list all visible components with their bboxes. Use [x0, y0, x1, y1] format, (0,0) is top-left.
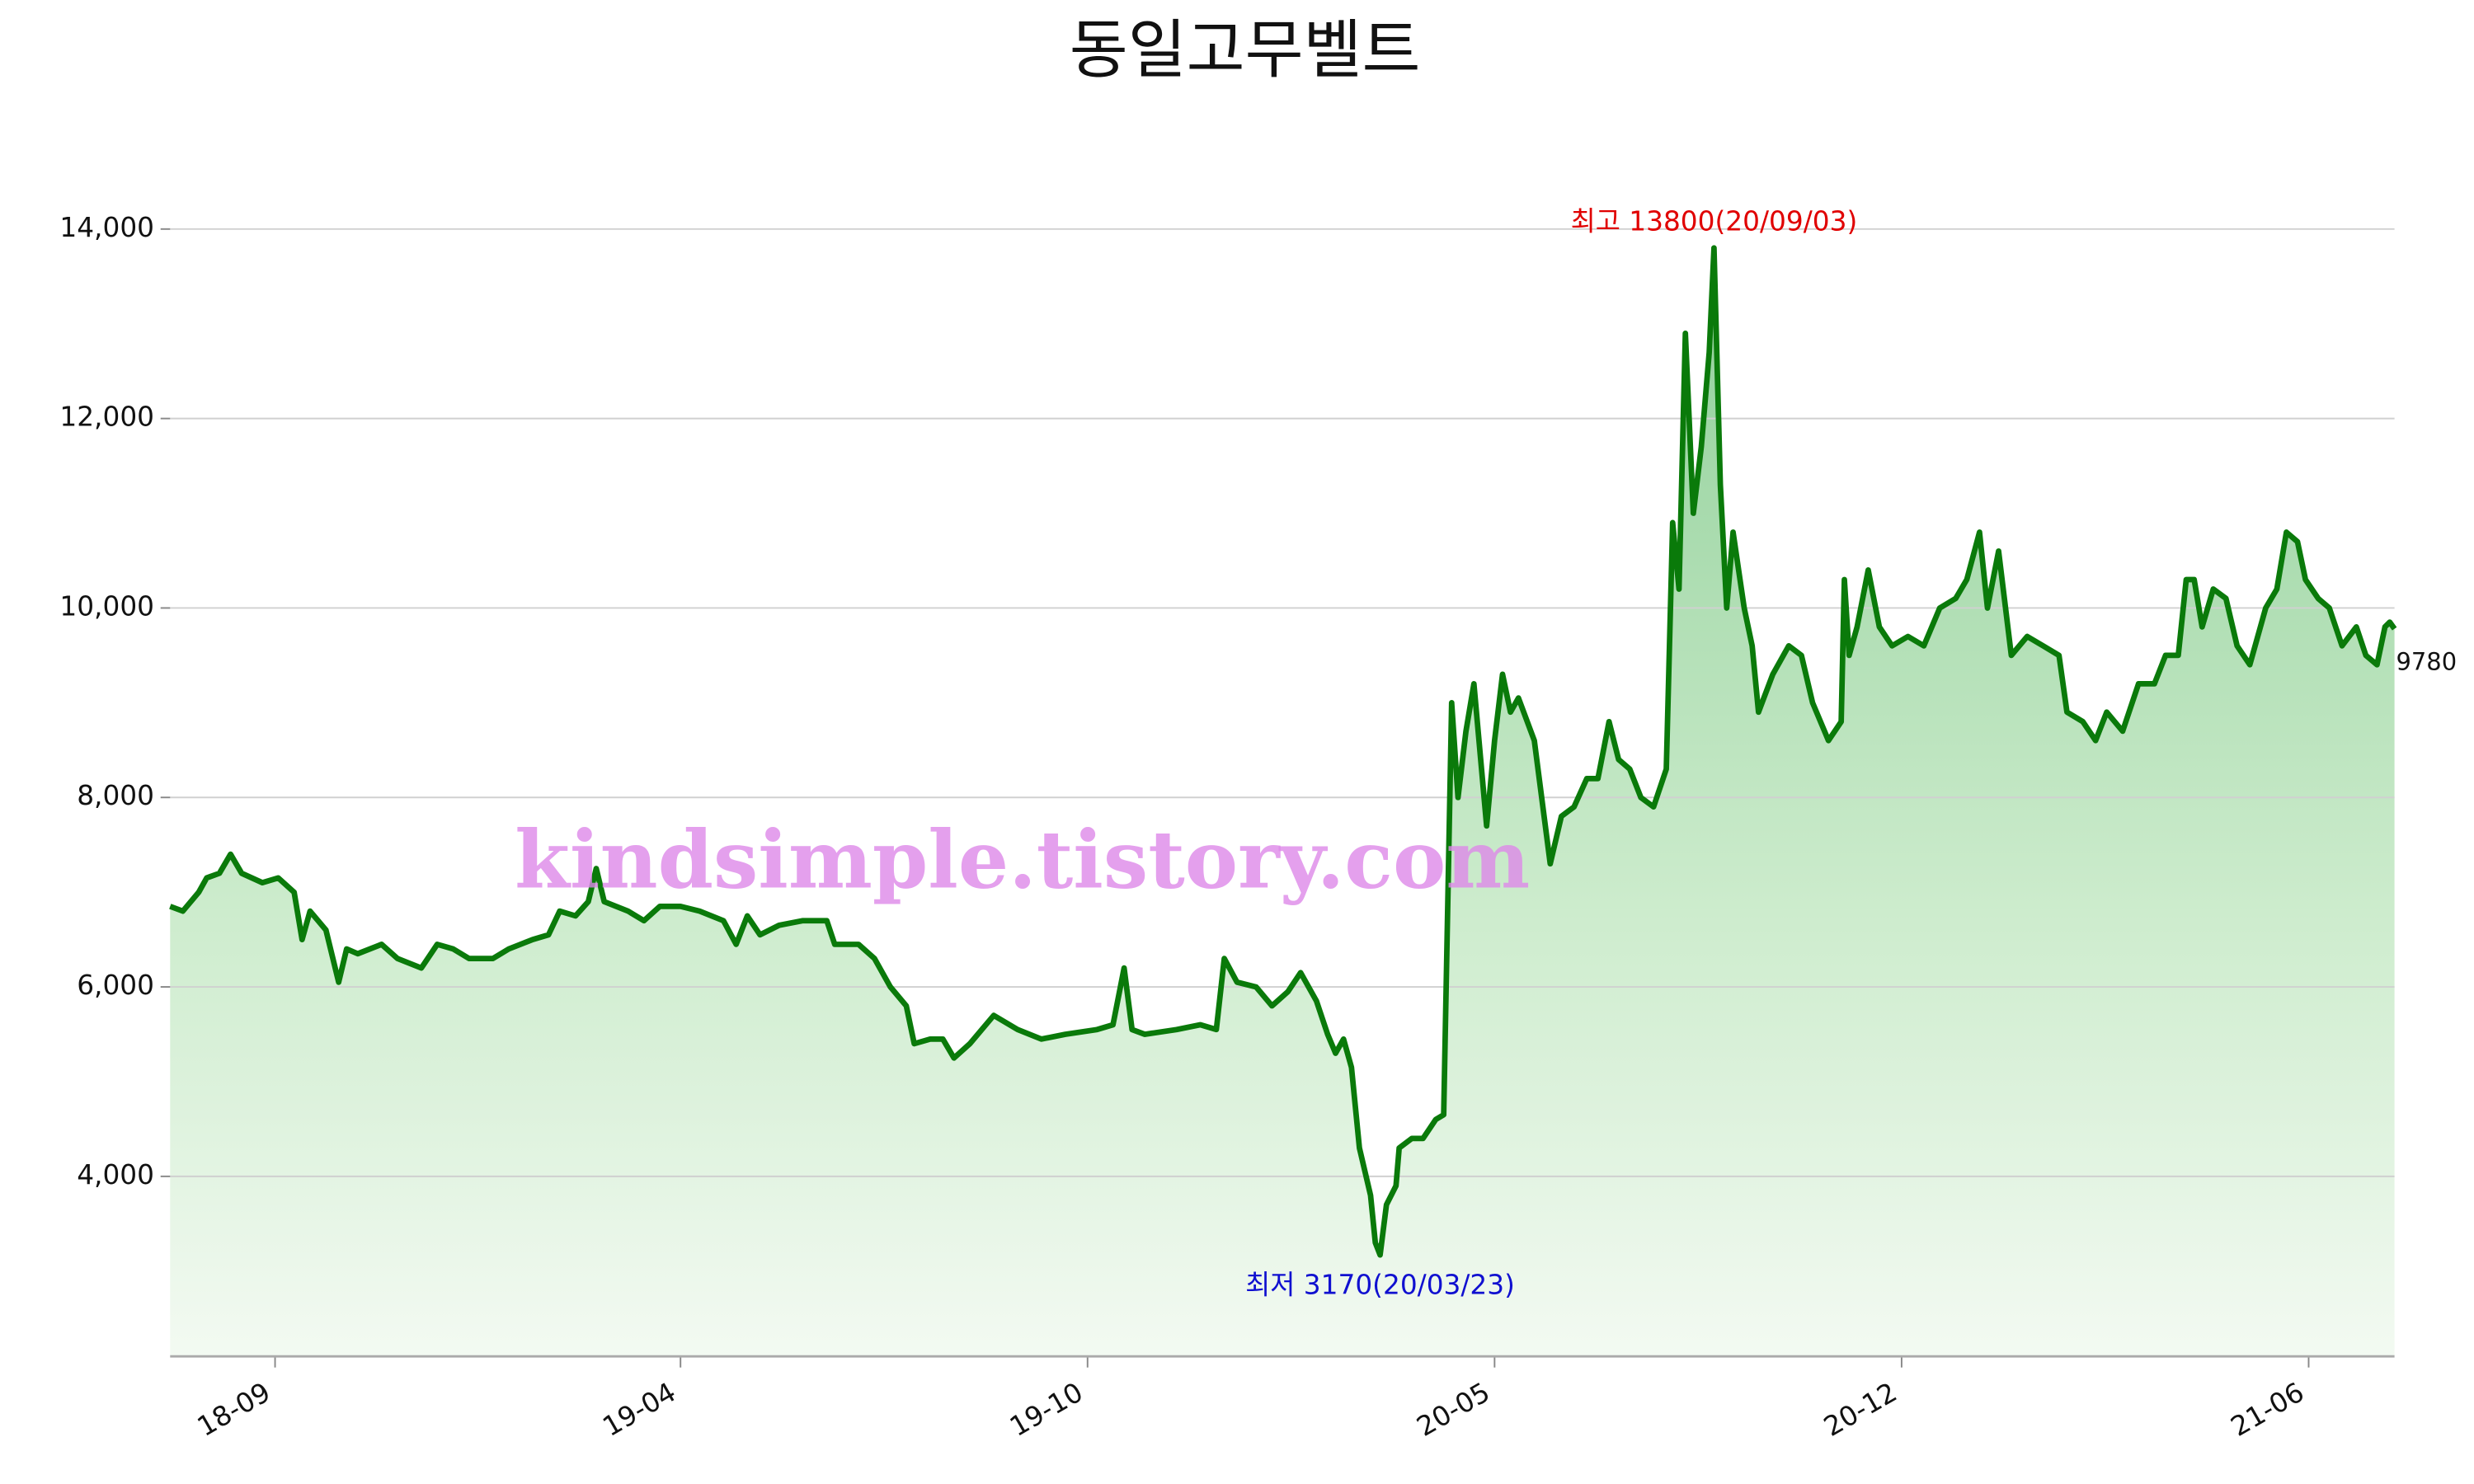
y-tick-label: 12,000: [59, 402, 154, 433]
last-value-label: 9780: [2396, 648, 2458, 676]
low-annotation: 최저 3170(20/03/23): [1245, 1269, 1515, 1300]
y-tick-label: 14,000: [59, 212, 154, 243]
y-tick-label: 6,000: [77, 970, 154, 1001]
chart-title: 동일고무벨트: [1070, 13, 1421, 87]
area-fill: [170, 247, 2395, 1357]
watermark: kindsimple.tistory.com: [515, 813, 1530, 907]
x-tick-label: 18-09: [192, 1376, 275, 1443]
x-tick-label: 19-04: [598, 1376, 681, 1443]
x-tick-label: 21-06: [2226, 1376, 2309, 1443]
y-tick-label: 10,000: [59, 590, 154, 622]
x-tick-label: 19-10: [1004, 1376, 1088, 1443]
high-annotation: 최고 13800(20/09/03): [1571, 206, 1858, 237]
y-tick-label: 4,000: [77, 1159, 154, 1190]
y-tick-label: 8,000: [77, 780, 154, 811]
price-line: [169, 245, 2397, 1258]
x-tick-label: 20-05: [1412, 1376, 1495, 1443]
x-tick-label: 20-12: [1818, 1376, 1902, 1443]
